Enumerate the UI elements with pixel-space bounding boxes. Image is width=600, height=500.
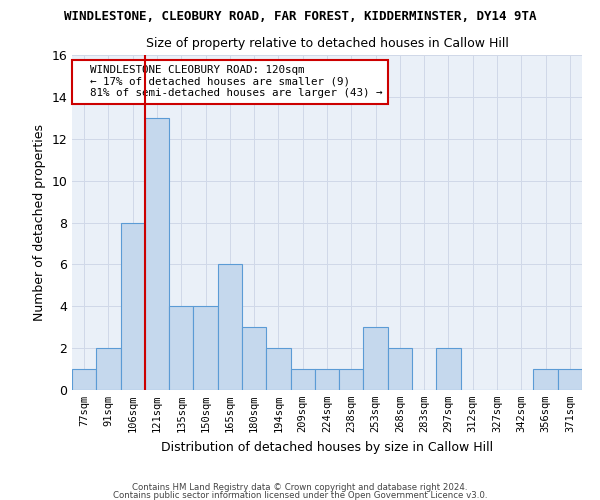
X-axis label: Distribution of detached houses by size in Callow Hill: Distribution of detached houses by size … (161, 440, 493, 454)
Bar (436, 348, 461, 390)
Bar (121, 222, 145, 390)
Text: WINDLESTONE, CLEOBURY ROAD, FAR FOREST, KIDDERMINSTER, DY14 9TA: WINDLESTONE, CLEOBURY ROAD, FAR FOREST, … (64, 10, 536, 23)
Text: Contains public sector information licensed under the Open Government Licence v3: Contains public sector information licen… (113, 490, 487, 500)
Y-axis label: Number of detached properties: Number of detached properties (33, 124, 46, 321)
Bar (96, 348, 121, 390)
Bar (290, 369, 315, 390)
Title: Size of property relative to detached houses in Callow Hill: Size of property relative to detached ho… (146, 36, 508, 50)
Bar (193, 306, 218, 390)
Bar (315, 369, 339, 390)
Bar (339, 369, 364, 390)
Bar (558, 369, 582, 390)
Text: Contains HM Land Registry data © Crown copyright and database right 2024.: Contains HM Land Registry data © Crown c… (132, 484, 468, 492)
Text: WINDLESTONE CLEOBURY ROAD: 120sqm
  ← 17% of detached houses are smaller (9)
  8: WINDLESTONE CLEOBURY ROAD: 120sqm ← 17% … (77, 65, 383, 98)
Bar (388, 348, 412, 390)
Bar (533, 369, 558, 390)
Bar (364, 327, 388, 390)
Bar (145, 118, 169, 390)
Bar (169, 306, 193, 390)
Bar (218, 264, 242, 390)
Bar (242, 327, 266, 390)
Bar (266, 348, 290, 390)
Bar (72, 369, 96, 390)
